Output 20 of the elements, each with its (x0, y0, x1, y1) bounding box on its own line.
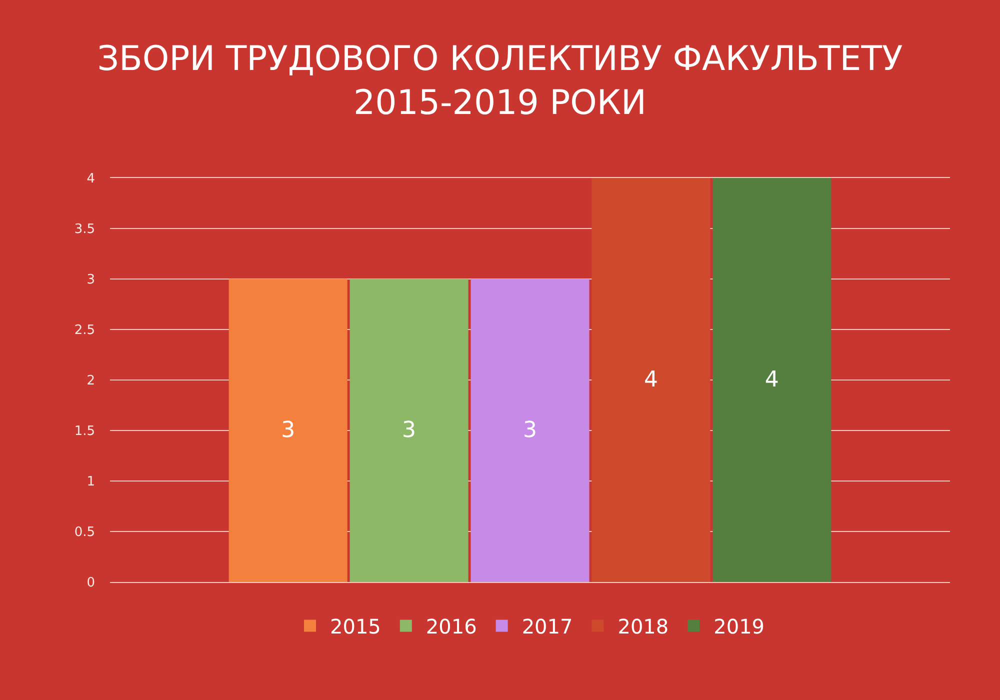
legend-label: 2017 (522, 614, 573, 639)
data-label: 3 (402, 418, 416, 443)
chart-title: ЗБОРИ ТРУДОВОГО КОЛЕКТИВУ ФАКУЛЬТЕТУ 2015-2019 РОКИ (97, 39, 904, 124)
data-label: 3 (281, 418, 296, 443)
y-tick-label: 0 (86, 576, 95, 591)
data-label: 3 (523, 418, 537, 443)
legend-label: 2015 (330, 614, 381, 639)
y-tick-label: 2.5 (74, 323, 95, 338)
y-tick-label: 4 (86, 172, 95, 187)
legend-label: 2016 (426, 614, 477, 639)
y-tick-label: 1.5 (74, 424, 95, 440)
y-tick-label: 2 (86, 374, 95, 389)
legend-label: 2019 (714, 614, 765, 639)
data-label: 4 (644, 368, 658, 392)
y-tick-label: 3 (86, 272, 95, 288)
y-tick-label: 0.5 (74, 525, 95, 540)
y-tick-label: 3.5 (74, 222, 95, 238)
data-label: 4 (764, 368, 779, 392)
legend-label: 2018 (618, 614, 669, 639)
y-tick-label: 1 (86, 474, 95, 490)
